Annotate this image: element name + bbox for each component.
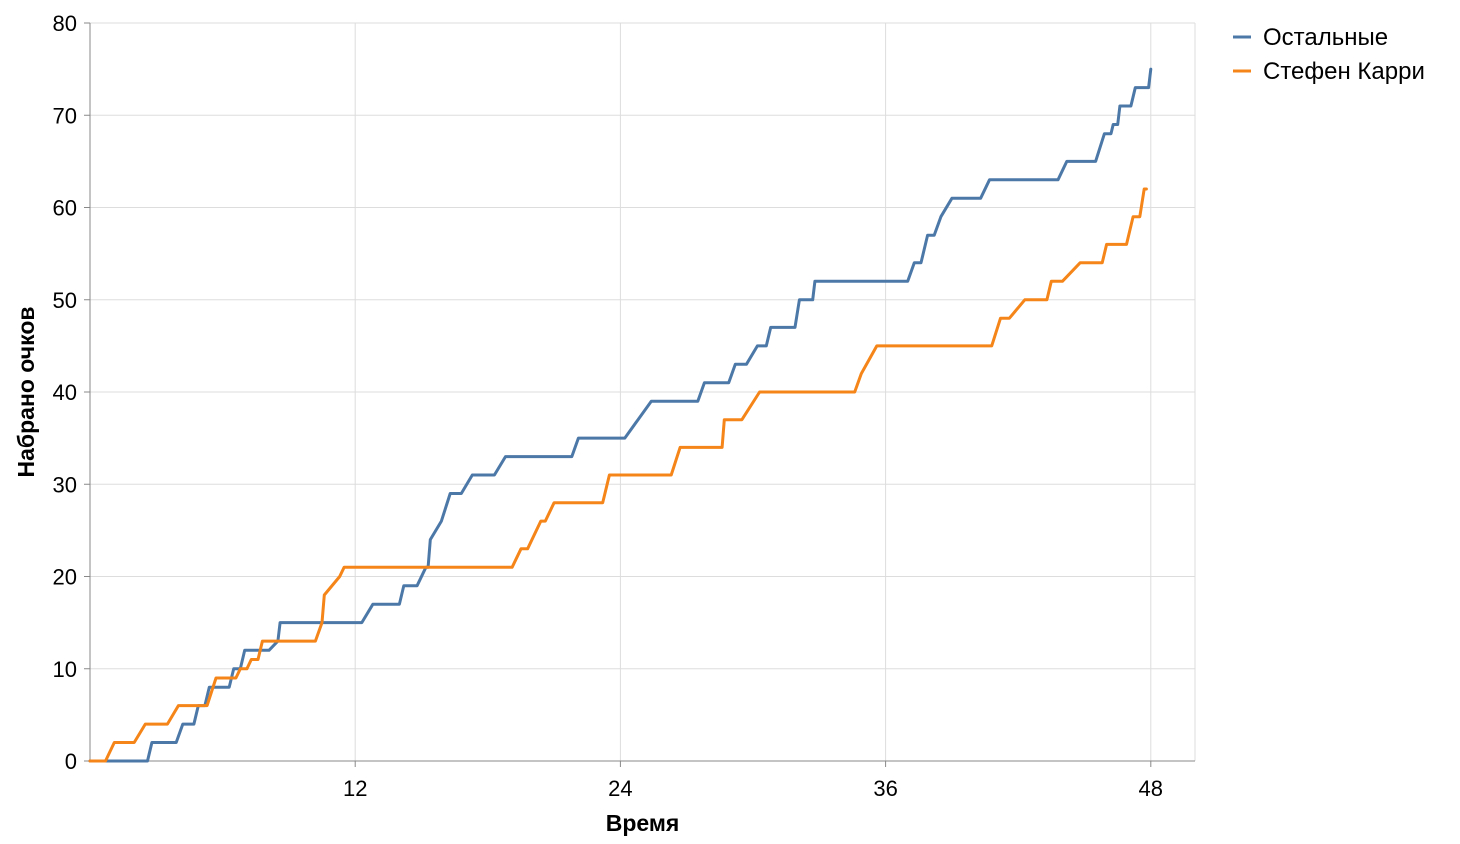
legend-label: Остальные — [1263, 24, 1388, 51]
series-layer — [88, 67, 1153, 763]
legend-label: Стефен Карри — [1263, 58, 1425, 85]
y-tick-label: 40 — [53, 380, 77, 405]
y-tick-label: 60 — [53, 196, 77, 221]
y-tick-label: 70 — [53, 103, 77, 128]
y-tick-label: 20 — [53, 565, 77, 590]
x-axis-title: Время — [606, 810, 680, 836]
legend: Остальные Стефен Карри — [1233, 24, 1425, 85]
x-tick-label: 48 — [1139, 776, 1163, 801]
x-tick-label: 12 — [343, 776, 367, 801]
y-tick-label: 10 — [53, 657, 77, 682]
y-tick-label: 80 — [53, 11, 77, 36]
series-line-1 — [88, 187, 1148, 763]
y-axis-title: Набрано очков — [13, 306, 39, 477]
y-tick-label: 30 — [53, 472, 77, 497]
x-tick-label: 24 — [608, 776, 632, 801]
x-tick-label: 36 — [873, 776, 897, 801]
y-tick-label: 0 — [65, 749, 77, 774]
axes: 0 10 20 30 40 50 60 70 80 12 24 36 48 — [53, 11, 1195, 801]
y-tick-label: 50 — [53, 288, 77, 313]
